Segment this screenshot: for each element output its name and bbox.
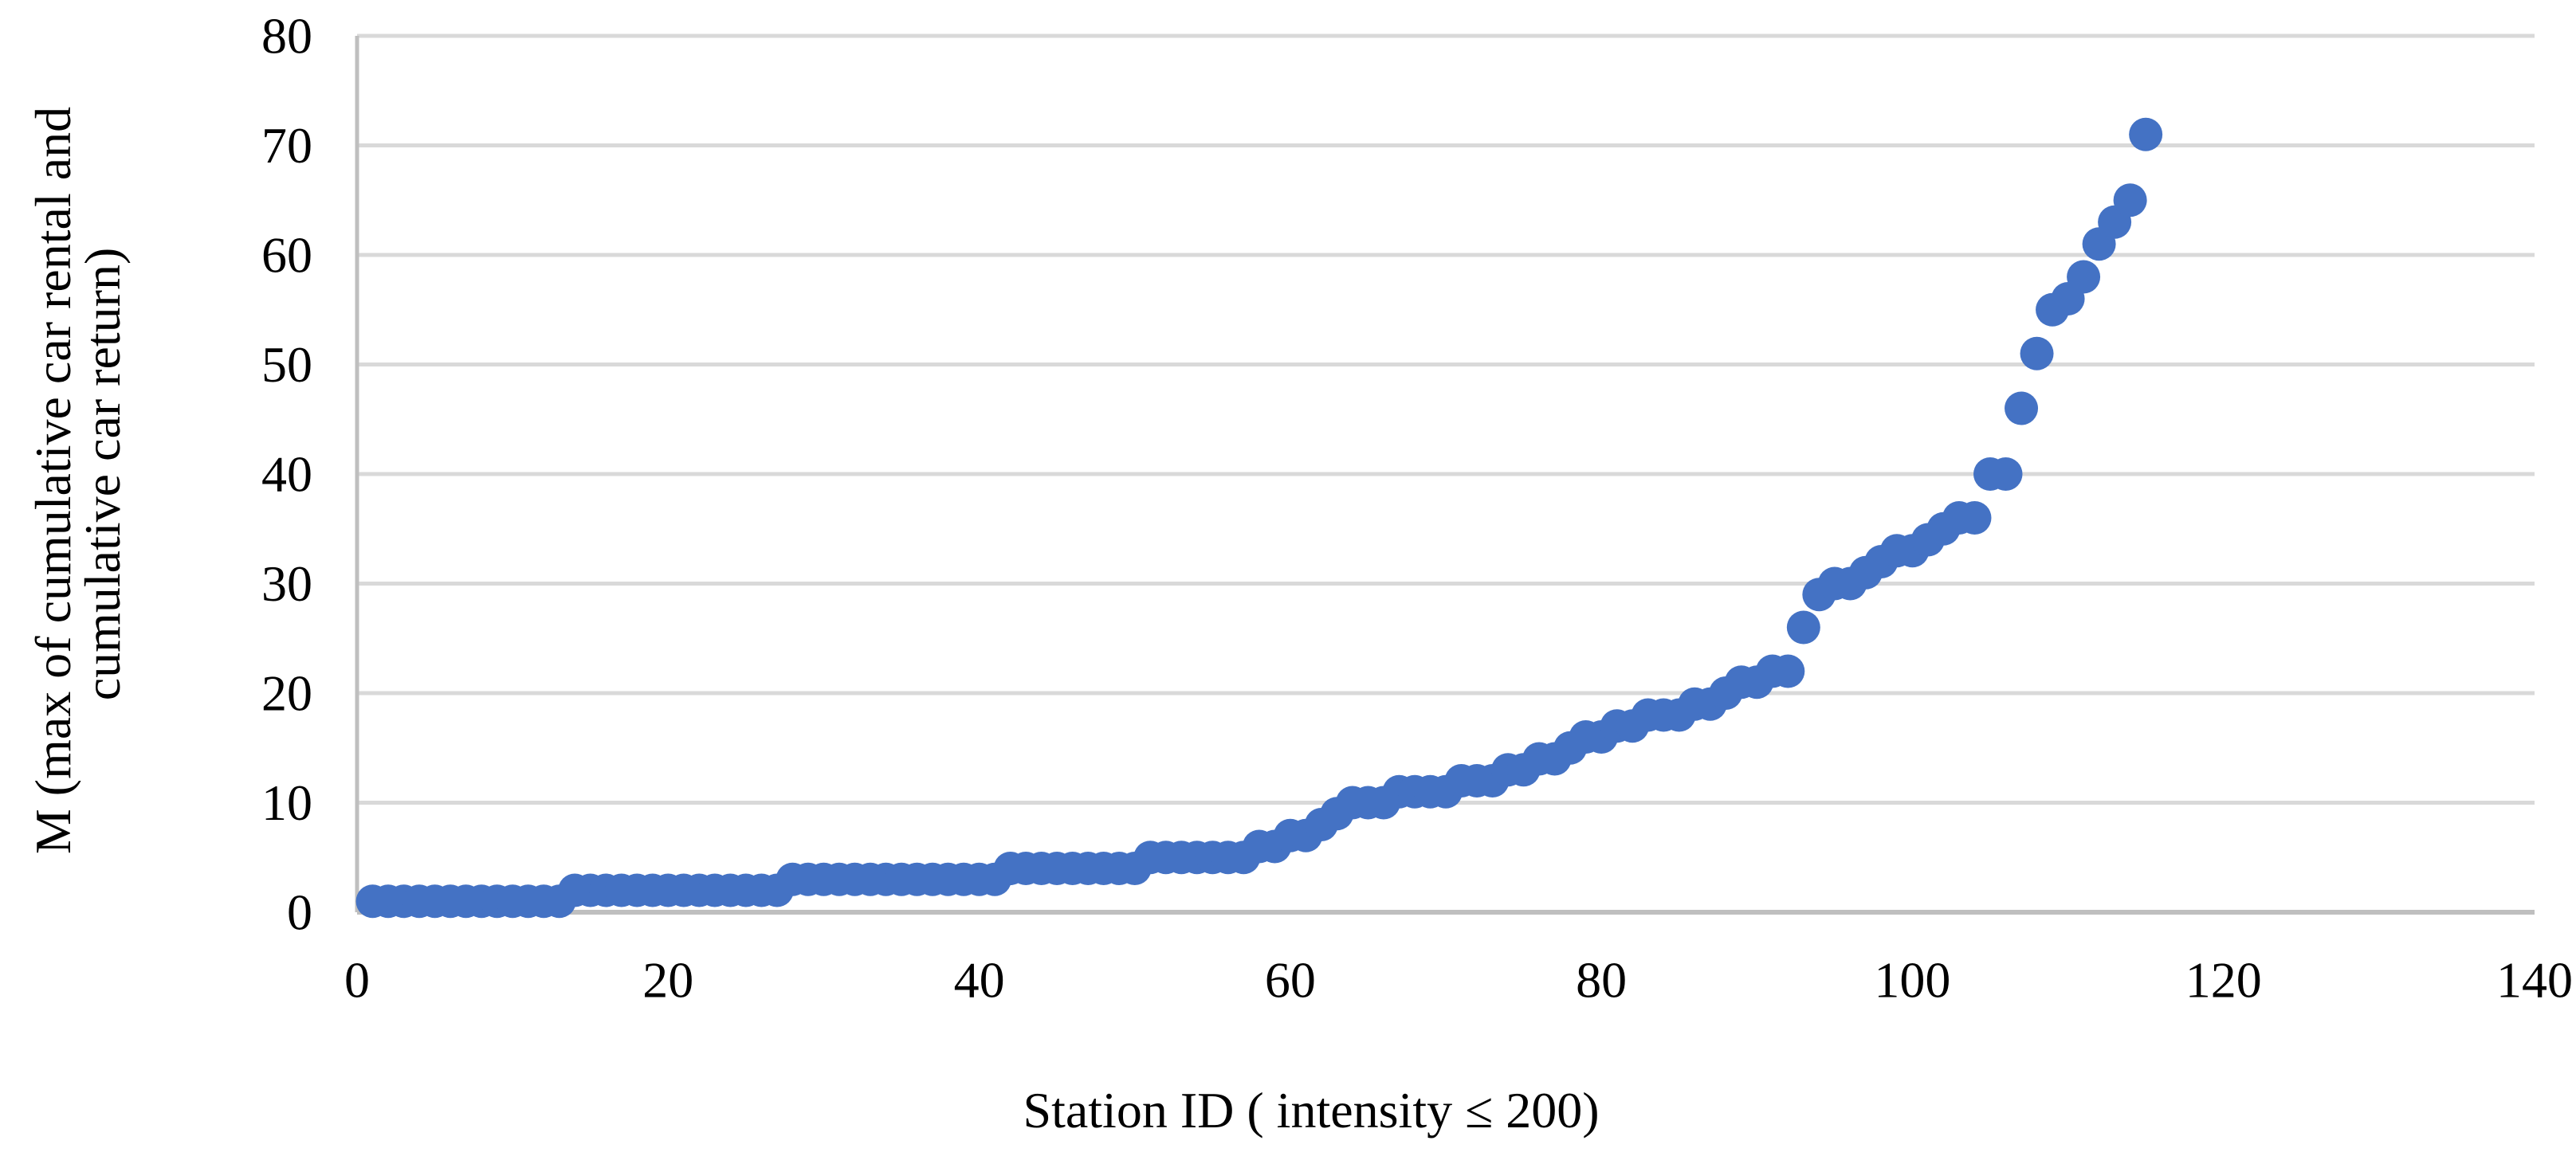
- data-point: [1786, 610, 1820, 645]
- y-axis-title-line-1: M (max of cumulative car rental and: [25, 107, 81, 854]
- x-tick-label-100: 100: [1874, 952, 1950, 1009]
- x-tick-label-60: 60: [1265, 952, 1316, 1009]
- data-point: [1958, 501, 1992, 535]
- data-point: [2020, 336, 2054, 370]
- x-tick-label-20: 20: [642, 952, 693, 1009]
- gridlines: [357, 33, 2535, 805]
- y-tick-label-50: 50: [261, 336, 312, 393]
- y-tick-label-70: 70: [261, 117, 312, 174]
- x-tick-label-80: 80: [1576, 952, 1627, 1009]
- y-tick-label-10: 10: [261, 774, 312, 831]
- y-tick-label-60: 60: [261, 227, 312, 284]
- y-tick-label-30: 30: [261, 555, 312, 612]
- data-point: [1989, 457, 2023, 491]
- x-axis-title: Station ID ( intensity ≤ 200): [1023, 1082, 1599, 1138]
- y-tick-label-80: 80: [261, 8, 312, 65]
- y-axis-title: M (max of cumulative car rental and cumu…: [25, 94, 131, 854]
- y-axis-title-line-2: cumulative car return): [74, 248, 131, 701]
- x-tick-label-40: 40: [954, 952, 1005, 1009]
- data-point: [2005, 391, 2039, 425]
- data-point: [2129, 117, 2163, 151]
- y-tick-label-40: 40: [261, 446, 312, 503]
- data-point: [2113, 183, 2147, 217]
- data-point: [1771, 654, 1805, 688]
- y-tick-label-0: 0: [287, 884, 312, 941]
- x-tick-label-0: 0: [344, 952, 370, 1009]
- x-tick-labels: 0 20 40 60 80 100 120 140: [344, 952, 2573, 1009]
- x-tick-label-140: 140: [2496, 952, 2573, 1009]
- y-tick-label-20: 20: [261, 665, 312, 722]
- y-tick-labels: 0 10 20 30 40 50 60 70 80: [261, 8, 312, 941]
- data-point: [2067, 260, 2101, 294]
- x-tick-label-120: 120: [2185, 952, 2262, 1009]
- data-points: [355, 117, 2163, 919]
